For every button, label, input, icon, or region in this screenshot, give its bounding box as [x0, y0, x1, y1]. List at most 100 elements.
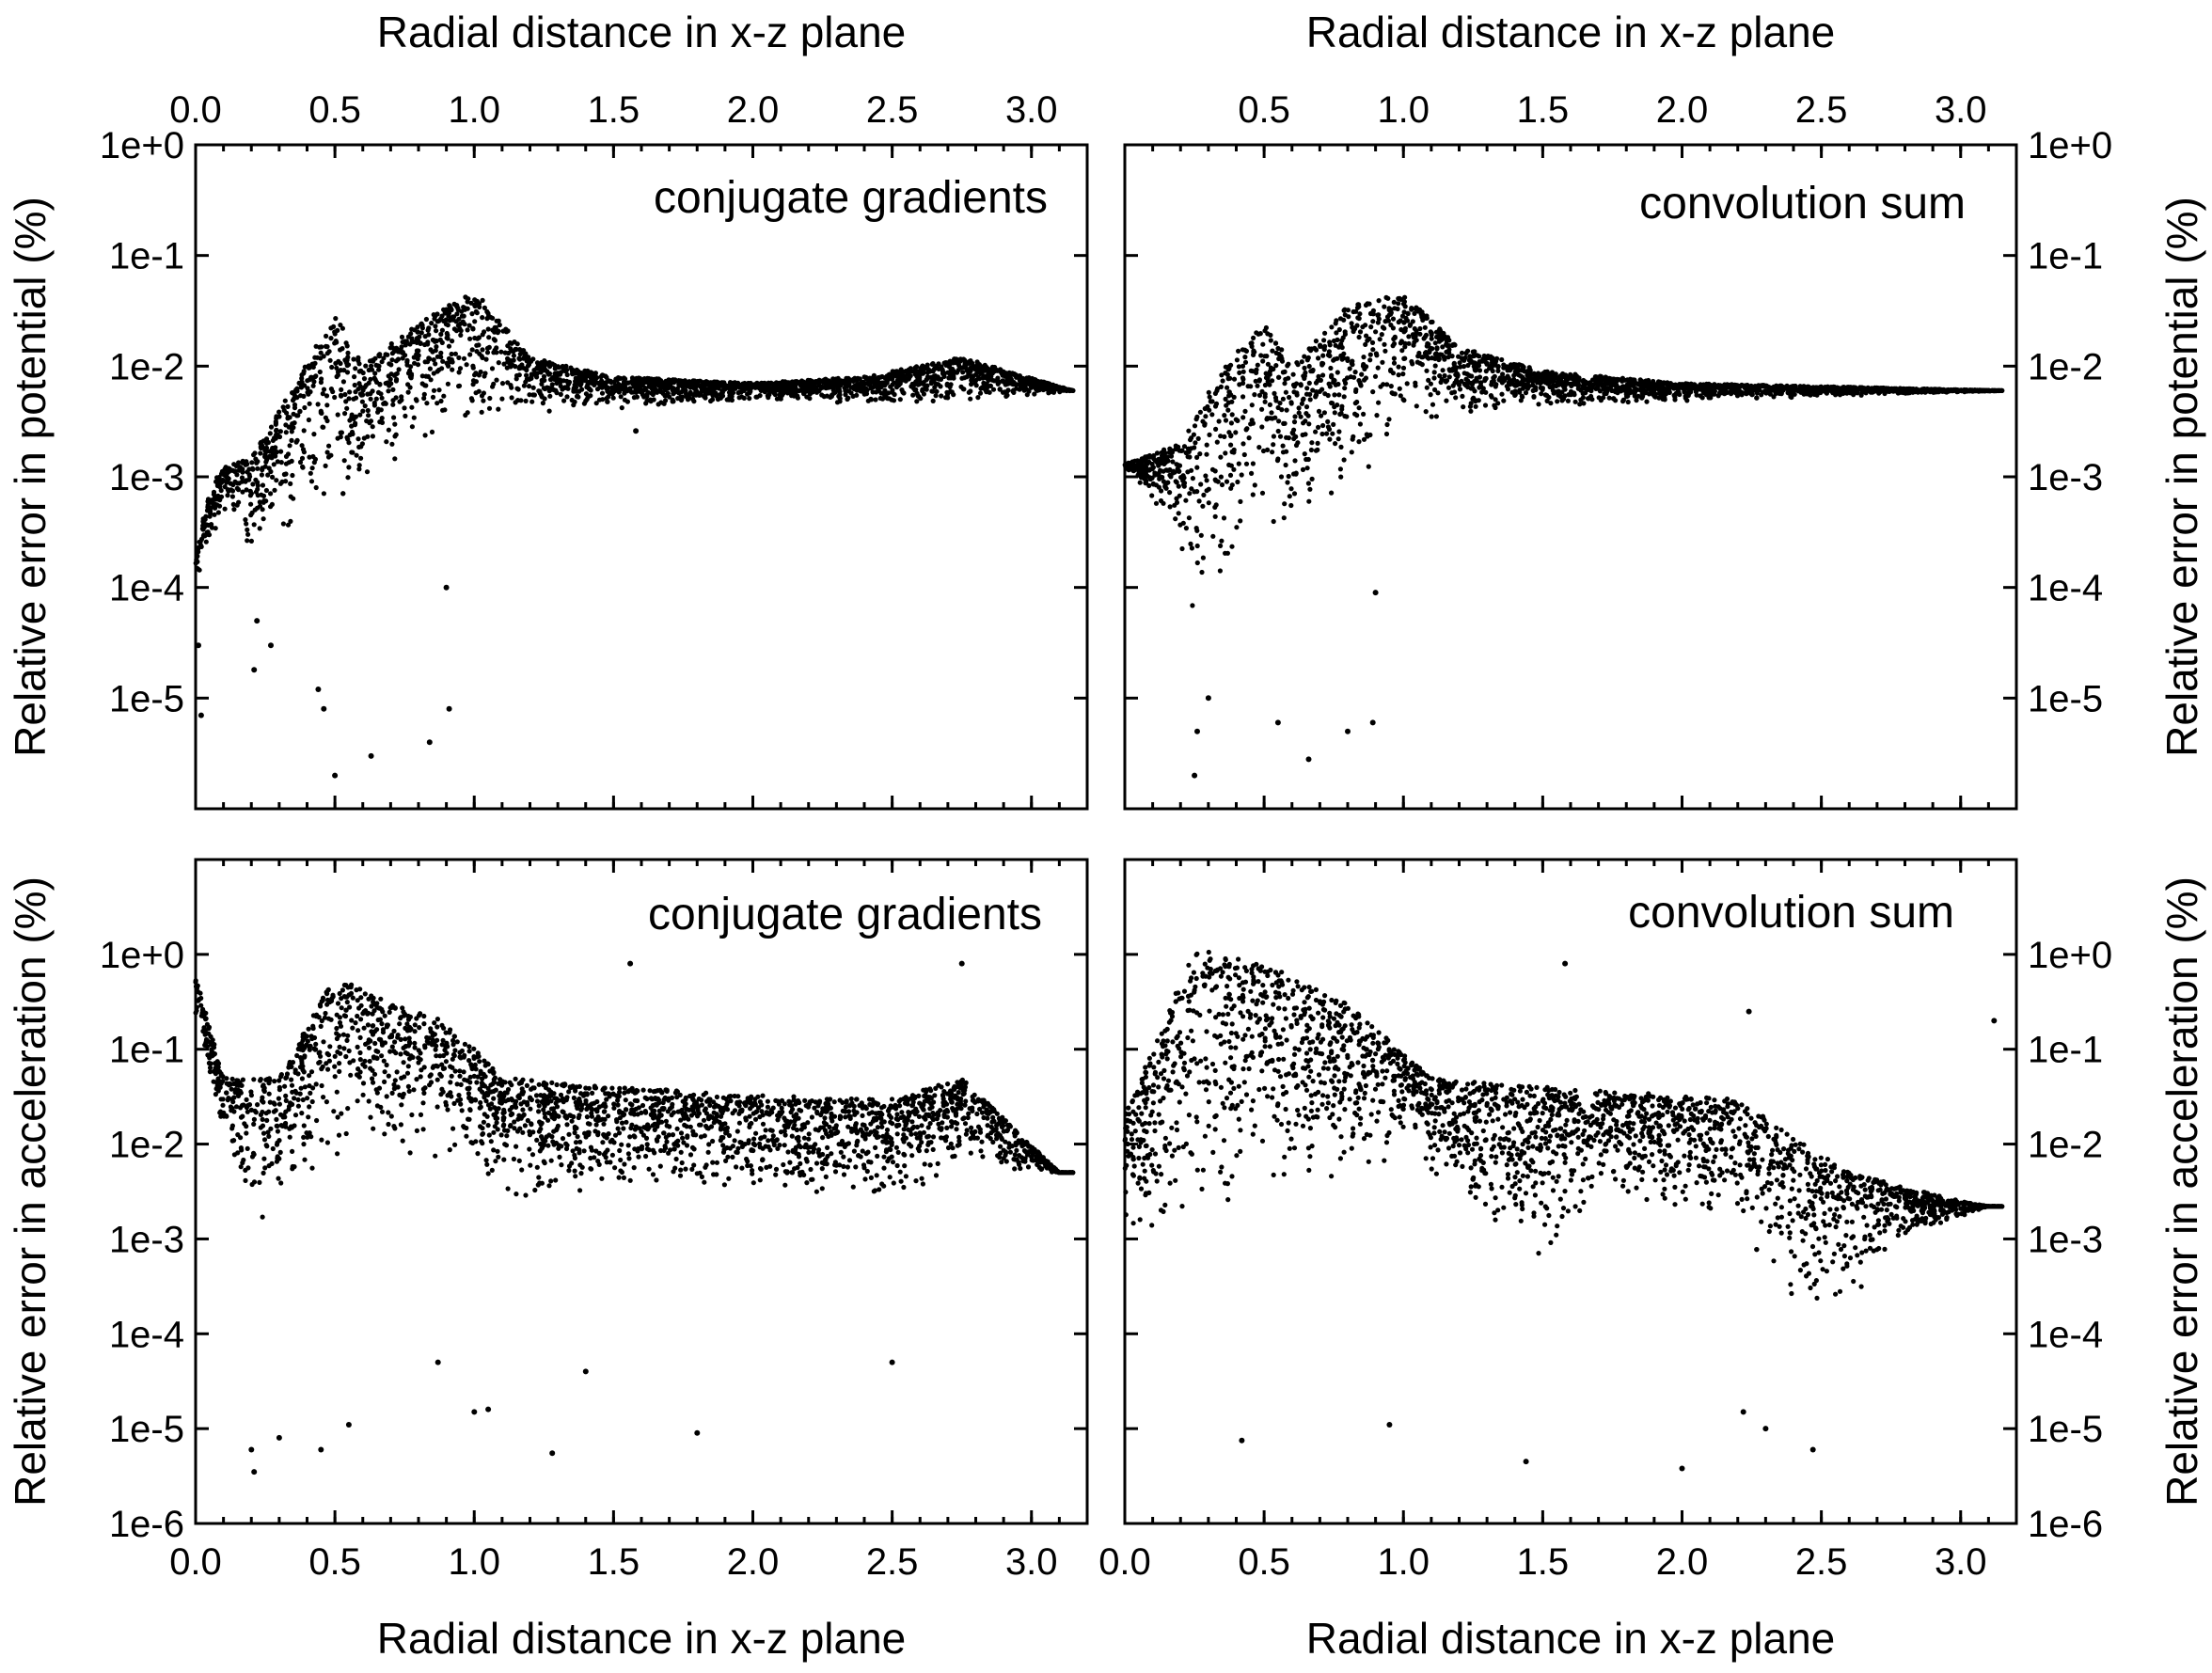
scatter-point	[1198, 481, 1204, 487]
scatter-point	[1296, 410, 1302, 416]
scatter-point	[288, 518, 293, 525]
scatter-point	[1286, 361, 1291, 367]
scatter-point	[475, 336, 481, 341]
scatter-point	[1271, 442, 1276, 448]
scatter-point	[415, 356, 420, 362]
scatter-point	[982, 362, 988, 368]
scatter-point	[422, 433, 428, 438]
scatter-point	[353, 389, 358, 395]
scatter-point	[342, 391, 348, 398]
scatter-point	[429, 429, 435, 434]
scatter-point	[229, 487, 234, 493]
scatter-point	[910, 392, 916, 398]
scatter-point	[424, 401, 430, 406]
scatter-point	[1264, 354, 1270, 359]
scatter-point	[284, 410, 290, 416]
scatter-point	[747, 396, 752, 402]
scatter-point	[830, 387, 836, 392]
scatter-point	[1523, 377, 1528, 383]
scatter-point	[1451, 361, 1457, 367]
scatter-point	[599, 378, 605, 384]
scatter-point	[356, 466, 362, 472]
scatter-point	[232, 479, 238, 484]
scatter-point	[1229, 412, 1235, 418]
scatter-point	[976, 362, 982, 368]
scatter-point	[336, 358, 341, 364]
scatter-point	[1341, 457, 1347, 463]
scatter-point	[1722, 391, 1728, 397]
scatter-point	[1203, 473, 1209, 479]
scatter-point	[1375, 320, 1381, 325]
scatter-point	[1019, 378, 1025, 384]
scatter-point	[356, 463, 362, 468]
scatter-point	[472, 319, 478, 324]
scatter-point	[489, 366, 496, 371]
scatter-point	[845, 395, 851, 401]
scatter-point	[1531, 394, 1537, 400]
scatter-point	[1353, 387, 1359, 392]
scatter-point	[1771, 394, 1777, 400]
scatter-point	[438, 350, 444, 355]
scatter-point	[434, 401, 440, 406]
scatter-point	[344, 370, 351, 375]
scatter-point	[1356, 378, 1362, 384]
scatter-point	[633, 380, 639, 386]
scatter-point	[1200, 503, 1206, 509]
scatter-point	[1425, 340, 1430, 346]
scatter-point	[436, 387, 442, 393]
scatter-point	[353, 395, 359, 401]
scatter-point	[1397, 386, 1402, 391]
scatter-point	[1234, 525, 1240, 530]
scatter-point	[552, 366, 558, 371]
scatter-point	[326, 443, 332, 449]
scatter-point	[240, 489, 245, 495]
scatter-point	[228, 481, 233, 486]
scatter-point	[1602, 390, 1607, 397]
scatter-point	[263, 445, 270, 450]
scatter-point	[1635, 393, 1641, 399]
scatter-point	[1780, 387, 1786, 393]
scatter-point	[1351, 308, 1356, 315]
scatter-point	[1587, 380, 1592, 386]
scatter-point	[1365, 301, 1370, 307]
scatter-point	[819, 392, 825, 398]
scatter-point	[1370, 347, 1376, 353]
scatter-point	[825, 382, 830, 387]
scatter-point	[257, 499, 262, 505]
scatter-point	[1186, 428, 1192, 434]
scatter-point	[1192, 423, 1198, 429]
scatter-point	[313, 343, 319, 349]
scatter-point	[1194, 465, 1200, 470]
scatter-point	[1204, 478, 1209, 483]
scatter-point	[1223, 396, 1228, 402]
scatter-point	[273, 445, 278, 450]
scatter-point	[470, 326, 476, 332]
scatter-point	[362, 403, 368, 409]
scatter-point	[438, 331, 444, 338]
scatter-point	[527, 392, 532, 398]
scatter-point	[1212, 513, 1218, 519]
scatter-point	[473, 390, 479, 396]
scatter-point	[1694, 392, 1699, 398]
scatter-point	[485, 326, 491, 332]
scatter-point	[481, 398, 486, 403]
scatter-point	[217, 484, 223, 490]
scatter-point	[843, 388, 848, 394]
scatter-point	[480, 332, 485, 338]
scatter-point	[1495, 368, 1501, 373]
scatter-point	[317, 369, 323, 375]
scatter-point	[1380, 359, 1385, 365]
scatter-point	[1290, 371, 1296, 377]
scatter-point	[1245, 384, 1251, 389]
scatter-point	[539, 394, 545, 400]
scatter-point	[990, 387, 997, 392]
scatter-point	[1523, 390, 1529, 396]
scatter-point	[1270, 450, 1275, 455]
scatter-point	[1446, 374, 1452, 380]
scatter-point	[584, 385, 590, 390]
scatter-point	[469, 398, 475, 403]
scatter-point	[1270, 416, 1275, 421]
scatter-point	[225, 477, 230, 483]
scatter-point	[618, 394, 624, 400]
scatter-point	[858, 388, 863, 394]
